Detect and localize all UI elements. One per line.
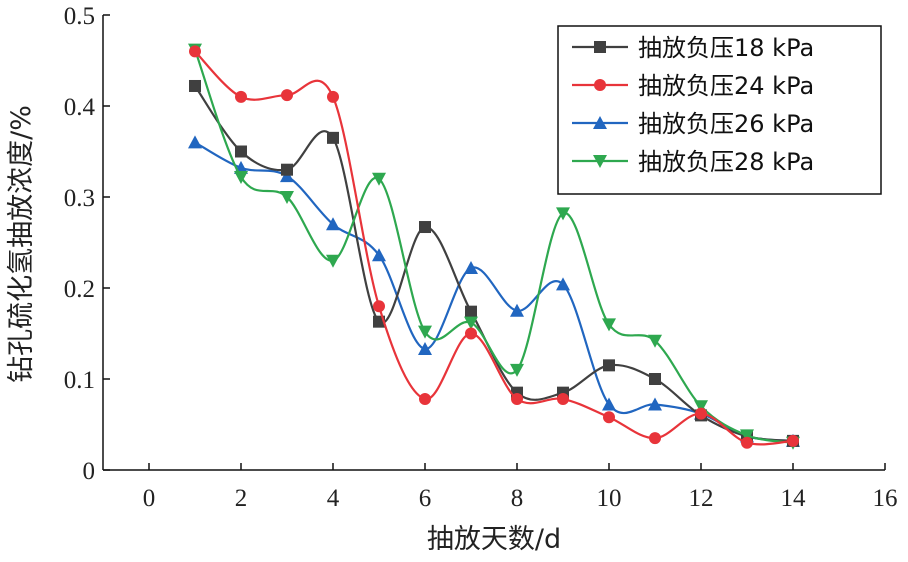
- data-point: [557, 393, 569, 406]
- x-tick-label: 10: [597, 485, 622, 512]
- data-point: [189, 79, 201, 92]
- axis-ticks: 0 2 4 6 8 10 12 14 16 0 0.1 0.2 0.3 0.4 0.5: [64, 3, 898, 512]
- data-point: [695, 407, 707, 420]
- x-tick-label: 16: [873, 485, 898, 512]
- data-point: [694, 400, 708, 414]
- x-tick-label: 2: [235, 485, 248, 512]
- legend-box: [557, 25, 882, 195]
- y-tick-label: 0.2: [64, 276, 95, 303]
- data-point: [511, 393, 523, 406]
- plot-area: [188, 43, 800, 450]
- legend-marker: [593, 155, 607, 168]
- y-axis-title: 钻孔硫化氢抽放浓度/%: [6, 105, 37, 383]
- legend-marker: [594, 79, 606, 91]
- data-point: [602, 318, 616, 332]
- data-point: [649, 432, 661, 445]
- data-point: [648, 334, 662, 348]
- data-point: [281, 89, 293, 102]
- data-point: [188, 135, 202, 149]
- data-point: [281, 163, 293, 176]
- axes: [102, 15, 885, 471]
- data-point: [418, 325, 432, 339]
- legend: 抽放负压18 kPa 抽放负压24 kPa 抽放负压26 kPa 抽放负压28 kPa: [557, 25, 882, 195]
- legend-label: 抽放负压26 kPa: [638, 110, 814, 138]
- data-point: [327, 131, 339, 144]
- data-point: [372, 248, 386, 262]
- data-point: [603, 359, 615, 372]
- data-point: [556, 277, 570, 291]
- data-point: [787, 434, 799, 447]
- data-point: [465, 327, 477, 340]
- data-point: [234, 170, 248, 184]
- x-tick-label: 8: [511, 485, 524, 512]
- data-point: [419, 221, 431, 234]
- data-point: [373, 300, 385, 313]
- data-point: [741, 436, 753, 449]
- data-point: [510, 303, 524, 317]
- data-point: [419, 393, 431, 406]
- series-line: [194, 85, 794, 442]
- x-axis-title: 抽放天数/d: [427, 524, 561, 555]
- x-tick-label: 14: [781, 485, 807, 512]
- data-point: [603, 411, 615, 424]
- legend-marker: [594, 41, 606, 53]
- data-point: [556, 207, 570, 221]
- y-tick-label: 0: [83, 458, 96, 485]
- data-point: [280, 191, 294, 204]
- x-tick-label: 0: [143, 485, 156, 512]
- y-tick-label: 0.3: [64, 185, 95, 212]
- data-point: [465, 305, 477, 318]
- y-tick-label: 0.4: [64, 94, 96, 121]
- series-1: [189, 45, 799, 449]
- data-point: [418, 341, 432, 355]
- data-point: [235, 90, 247, 103]
- series-line: [194, 141, 794, 442]
- data-point: [510, 363, 524, 377]
- data-point: [740, 429, 754, 443]
- legend-label: 抽放负压18 kPa: [638, 34, 814, 62]
- legend-label: 抽放负压28 kPa: [638, 148, 814, 176]
- legend-marker: [593, 116, 607, 129]
- data-point: [235, 145, 247, 158]
- data-point: [602, 397, 616, 411]
- data-point: [189, 45, 201, 58]
- data-point: [372, 172, 386, 186]
- data-point: [648, 397, 662, 411]
- data-point: [464, 316, 478, 330]
- y-tick-label: 0.1: [64, 367, 95, 394]
- data-point: [464, 260, 478, 274]
- legend-label: 抽放负压24 kPa: [638, 72, 814, 100]
- series-line: [193, 49, 794, 444]
- x-tick-label: 6: [419, 485, 432, 512]
- data-point: [327, 90, 339, 103]
- data-point: [326, 254, 340, 268]
- data-point: [326, 217, 340, 231]
- y-tick-label: 0.5: [64, 3, 95, 30]
- x-tick-label: 4: [327, 485, 340, 512]
- data-point: [649, 373, 661, 385]
- x-tick-label: 12: [689, 485, 714, 512]
